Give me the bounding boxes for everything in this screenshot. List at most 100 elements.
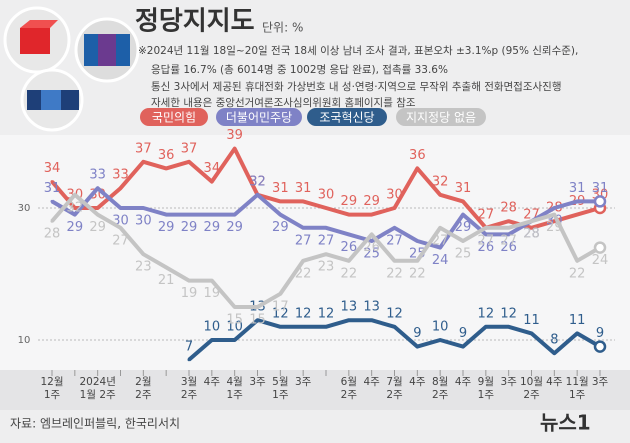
x-axis-band (0, 370, 630, 410)
point (210, 279, 214, 283)
x-tick-label: 4주 (546, 376, 563, 388)
point (278, 199, 282, 203)
data-label: 29 (455, 220, 472, 235)
data-label: 9 (413, 326, 421, 341)
point (415, 166, 419, 170)
x-tick-label: 4월 1주 (226, 376, 243, 401)
data-label: 33 (112, 168, 129, 183)
data-label: 30 (318, 188, 335, 203)
point (73, 193, 77, 197)
point (119, 206, 122, 210)
data-label: 29 (158, 220, 175, 235)
point (278, 213, 282, 217)
point (187, 358, 191, 362)
point (141, 160, 145, 164)
data-label: 27 (318, 233, 335, 248)
legend-label: 지지정당 없음 (406, 111, 476, 125)
point (301, 325, 305, 329)
point (301, 226, 305, 230)
data-label: 10 (432, 320, 449, 335)
point (119, 226, 122, 230)
point (256, 318, 259, 322)
x-tick-label: 4주 (455, 376, 472, 388)
point (393, 226, 396, 230)
point (233, 305, 237, 309)
x-tick-label: 2024년 1월 2주 (79, 376, 116, 401)
data-label: 28 (523, 227, 540, 242)
point (415, 239, 419, 243)
data-label: 29 (341, 194, 358, 209)
data-label: 31 (295, 181, 312, 196)
point (50, 199, 54, 203)
y-tick-label: 30 (18, 203, 31, 214)
data-label: 31 (272, 181, 289, 196)
point (593, 195, 607, 208)
data-label: 26 (363, 240, 380, 255)
legend-label: 더불어민주당 (226, 111, 292, 125)
data-label: 22 (409, 266, 426, 281)
data-label: 29 (546, 220, 563, 235)
point (593, 241, 607, 254)
point (552, 351, 556, 355)
data-label: 24 (432, 253, 449, 268)
data-label: 22 (295, 266, 312, 281)
data-label: 11 (523, 313, 540, 328)
x-tick-label: 5월 1주 (272, 376, 289, 401)
point (301, 259, 305, 263)
data-label: 27 (500, 233, 517, 248)
data-label: 27 (295, 233, 312, 248)
x-tick-label: 6월 2주 (341, 376, 358, 401)
data-label: 23 (135, 260, 152, 275)
data-label: 29 (67, 220, 84, 235)
data-label: 31 (455, 181, 472, 196)
legend-label: 조국혁신당 (319, 111, 374, 125)
point (96, 213, 100, 217)
data-label: 34 (44, 161, 61, 176)
point (278, 292, 282, 296)
data-label: 23 (318, 260, 335, 275)
point (119, 186, 122, 190)
data-label: 30 (386, 188, 403, 203)
data-label: 32 (67, 200, 84, 215)
data-label: 13 (341, 300, 358, 315)
x-tick-label: 3주 (249, 376, 266, 388)
data-label: 10 (204, 320, 221, 335)
data-label: 27 (112, 233, 129, 248)
data-label: 19 (181, 286, 198, 301)
point (164, 265, 168, 269)
note: ※2024년 11월 18일~20일 전국 18세 이상 남녀 조사 결과, 표… (138, 44, 578, 57)
x-tick-label: 7월 2주 (386, 376, 403, 401)
point (593, 340, 607, 353)
point (370, 318, 374, 322)
data-label: 27 (432, 233, 449, 248)
legend-swatch (396, 108, 486, 126)
data-label: 8 (550, 333, 558, 348)
point (484, 232, 488, 236)
data-label: 12 (500, 306, 517, 321)
point (324, 252, 328, 256)
x-tick-label: 2월 2주 (135, 376, 152, 401)
point (210, 180, 214, 184)
point (484, 325, 488, 329)
legend-swatch (140, 108, 208, 126)
point (141, 252, 145, 256)
note: 자세한 내용은 중앙선거여론조사심의위원회 홈페이지를 참조 (151, 96, 416, 109)
x-tick-label: 3주 (500, 376, 517, 388)
point (324, 226, 328, 230)
data-label: 7 (185, 339, 193, 354)
point (187, 213, 191, 217)
legend-label: 국민의힘 (152, 111, 196, 125)
data-label: 9 (596, 326, 604, 341)
data-label: 32 (249, 174, 266, 189)
data-label: 31 (569, 181, 586, 196)
data-label: 22 (341, 266, 358, 281)
data-label: 22 (569, 266, 586, 281)
point (210, 213, 214, 217)
point (164, 166, 168, 170)
point (73, 206, 77, 210)
point (233, 338, 237, 342)
data-label: 34 (204, 161, 221, 176)
data-label: 27 (478, 233, 495, 248)
data-label: 28 (44, 227, 61, 242)
data-label: 32 (249, 174, 266, 189)
